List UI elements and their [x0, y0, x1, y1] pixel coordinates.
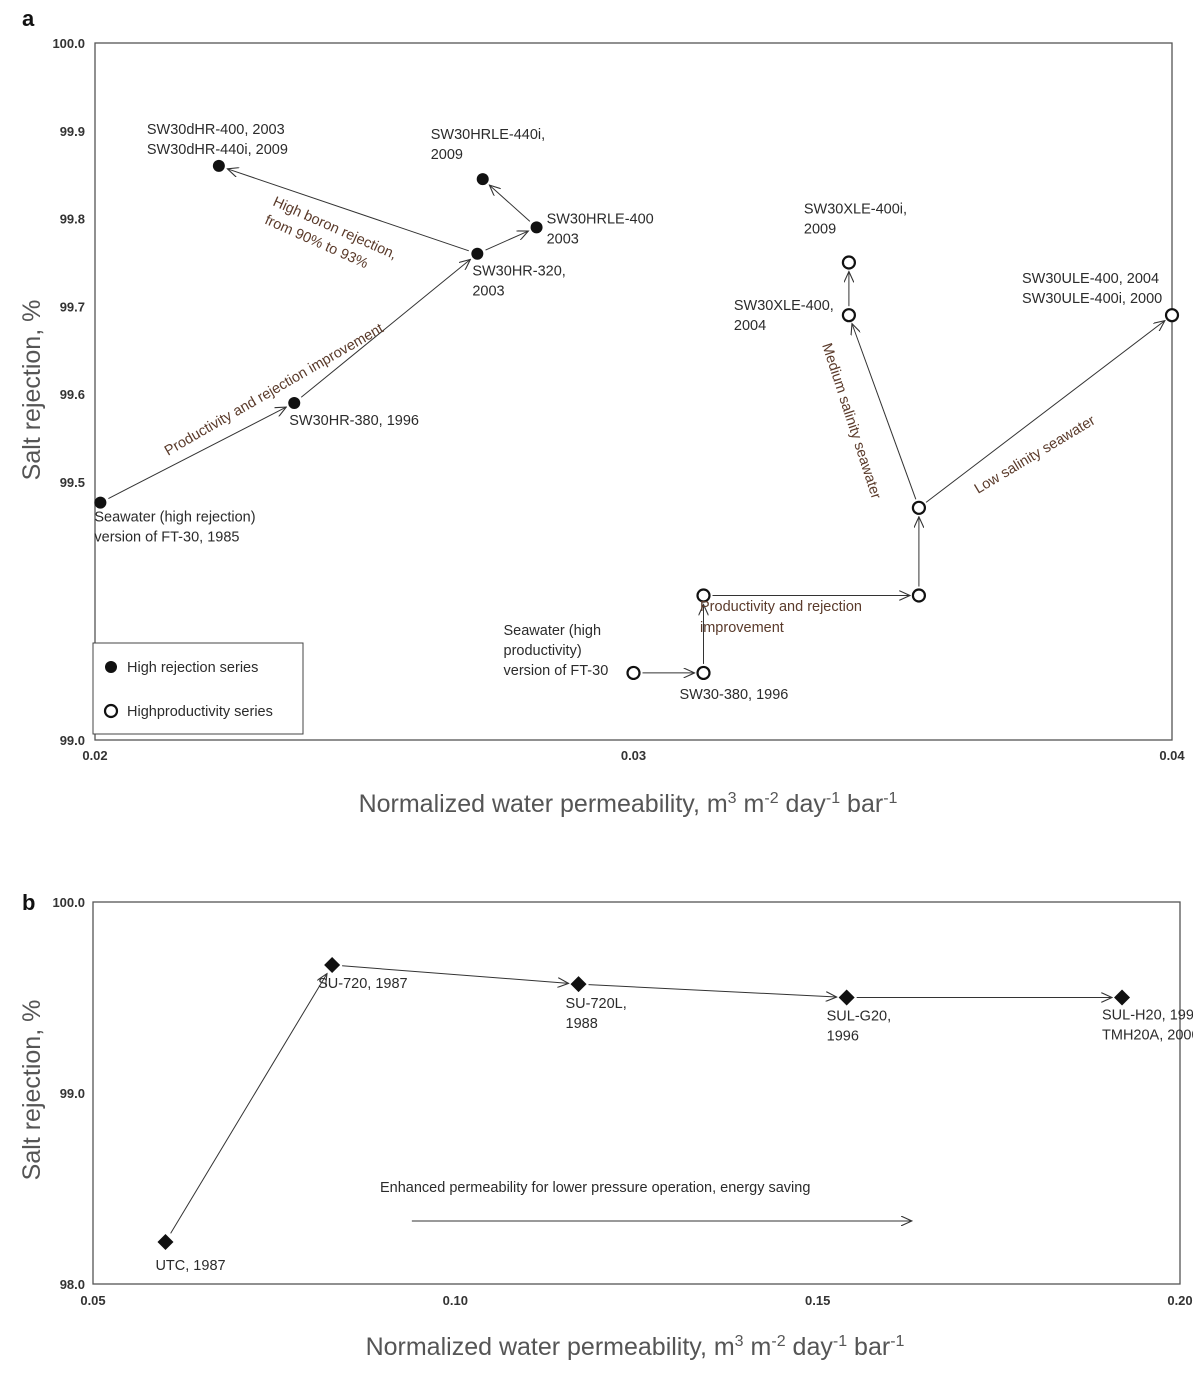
y-tick-label: 99.7 — [60, 299, 85, 314]
point-label: SW30XLE-400, — [734, 298, 834, 314]
direction-label: Productivity and rejection improvement — [162, 321, 386, 460]
trend-arrow — [227, 169, 469, 252]
point-label: SW30dHR-400, 2003 — [147, 122, 285, 138]
point-label: TMH20A, 2000s — [1102, 1028, 1193, 1044]
legend-box — [92, 642, 304, 735]
chart-b-svg: b 98.0 99.0 100.0 0.05 0.10 0.15 0.20 Normalized… — [18, 890, 1193, 1361]
y-tick-label: 99.9 — [60, 124, 85, 139]
point-label: version of FT-30 — [504, 663, 609, 679]
direction-label: Enhanced permeability for lower pressure… — [380, 1180, 810, 1196]
direction-label: Productivity and rejection — [700, 599, 862, 615]
legend-marker-filled — [105, 661, 117, 673]
point-label: SW30ULE-400i, 2000 — [1022, 291, 1162, 307]
point-label: SU-720, 1987 — [318, 976, 407, 992]
x-tick-label: 0.05 — [80, 1293, 105, 1308]
point-label: SUL-G20, — [827, 1009, 891, 1025]
point-label: 1996 — [827, 1029, 859, 1045]
x-tick-label: 0.10 — [443, 1293, 468, 1308]
trend-arrow — [852, 324, 917, 500]
chart-panel-a: a 99.0 99.5 99.6 99.7 99.8 99.9 100.0 0.02 0.03 0.… — [18, 6, 1185, 818]
chart-a-svg: a 99.0 99.5 99.6 99.7 99.8 99.9 100.0 0.02 0.03 0.… — [18, 6, 1185, 818]
y-tick-label: 99.0 — [60, 733, 85, 748]
diamond-point — [570, 976, 587, 993]
trend-arrow — [588, 984, 837, 997]
legend-label: High rejection series — [127, 660, 258, 676]
y-tick-label: 98.0 — [60, 1277, 85, 1292]
chart-panel-b: b 98.0 99.0 100.0 0.05 0.10 0.15 0.20 Normalized… — [0, 880, 1193, 1373]
point-label: SU-720L, — [566, 996, 627, 1012]
direction-label: Low salinity seawater — [972, 413, 1099, 498]
trend-arrow — [342, 965, 568, 984]
point-label: UTC, 1987 — [155, 1258, 225, 1274]
legend: High rejection series Highproductivity se… — [92, 642, 304, 735]
point-label: 2009 — [804, 222, 836, 238]
diamond-point — [1114, 989, 1131, 1006]
y-tick-label: 99.0 — [60, 1086, 85, 1101]
point-label: SW30HRLE-400 — [547, 211, 654, 227]
point-label: Seawater (high — [504, 623, 602, 639]
point-label: SW30-380, 1996 — [680, 687, 789, 703]
high-rejection-point — [530, 221, 543, 234]
high-productivity-point — [911, 588, 927, 603]
point-label: version of FT-30, 1985 — [94, 530, 239, 546]
legend-label: Highproductivity series — [127, 704, 273, 720]
y-tick-label: 99.5 — [60, 475, 85, 490]
y-axis-title: Salt rejection, % — [18, 300, 46, 481]
point-label: 2004 — [734, 318, 766, 334]
x-tick-label: 0.03 — [621, 748, 646, 763]
high-productivity-point — [841, 308, 857, 323]
trend-arrow — [300, 259, 470, 398]
high-productivity-point — [696, 588, 711, 603]
high-productivity-point — [1164, 308, 1180, 323]
y-tick-label: 99.6 — [60, 387, 85, 402]
direction-label: Medium salinity seawater — [818, 341, 884, 501]
x-axis-title: Normalized water permeability, m3 m-2 da… — [359, 790, 898, 818]
plot-area-frame — [94, 42, 1173, 741]
high-productivity-point — [626, 665, 641, 681]
panel-label-a: a — [22, 6, 35, 31]
high-rejection-point — [476, 173, 489, 186]
y-tick-label: 100.0 — [52, 36, 85, 51]
x-axis-title: Normalized water permeability, m3 m-2 da… — [366, 1333, 905, 1361]
high-productivity-point — [911, 500, 927, 515]
y-tick-label: 99.8 — [60, 212, 85, 227]
y-tick-label: 100.0 — [52, 895, 85, 910]
point-label: SW30HR-320, — [472, 264, 565, 280]
point-label: SW30HRLE-440i, — [431, 127, 545, 143]
plot-area-frame — [92, 901, 1181, 1285]
point-label: 2009 — [431, 147, 463, 163]
point-label: SW30dHR-440i, 2009 — [147, 142, 288, 158]
point-label: 2003 — [472, 284, 504, 300]
point-label: SW30ULE-400, 2004 — [1022, 271, 1159, 287]
trend-arrow — [925, 321, 1165, 503]
legend-marker-open — [103, 703, 119, 719]
point-label: 2003 — [547, 231, 579, 247]
trend-arrow — [485, 231, 529, 251]
point-label: 1988 — [566, 1016, 598, 1032]
trend-arrow — [489, 185, 531, 222]
diamond-point — [157, 1233, 174, 1250]
y-axis-title: Salt rejection, % — [18, 1000, 46, 1181]
x-tick-label: 0.15 — [805, 1293, 830, 1308]
direction-label: improvement — [700, 620, 784, 636]
high-rejection-point — [288, 396, 301, 409]
trend-arrow — [108, 407, 286, 499]
point-label: SW30HR-380, 1996 — [289, 413, 419, 429]
x-tick-label: 0.20 — [1167, 1293, 1192, 1308]
high-rejection-point — [94, 496, 107, 509]
x-tick-label: 0.04 — [1159, 748, 1185, 763]
diamond-point — [838, 989, 855, 1006]
high-productivity-point — [696, 665, 711, 681]
x-tick-label: 0.02 — [82, 748, 107, 763]
point-label: SW30XLE-400i, — [804, 202, 907, 218]
panel-label-b: b — [22, 890, 35, 915]
point-label: SUL-H20, 1999 — [1102, 1008, 1193, 1024]
point-label: productivity) — [504, 643, 582, 659]
point-label: Seawater (high rejection) — [94, 510, 255, 526]
diamond-point — [324, 957, 341, 974]
high-productivity-point — [841, 255, 857, 270]
high-rejection-point — [212, 159, 225, 172]
high-rejection-point — [471, 247, 484, 260]
trend-arrow — [170, 974, 327, 1234]
